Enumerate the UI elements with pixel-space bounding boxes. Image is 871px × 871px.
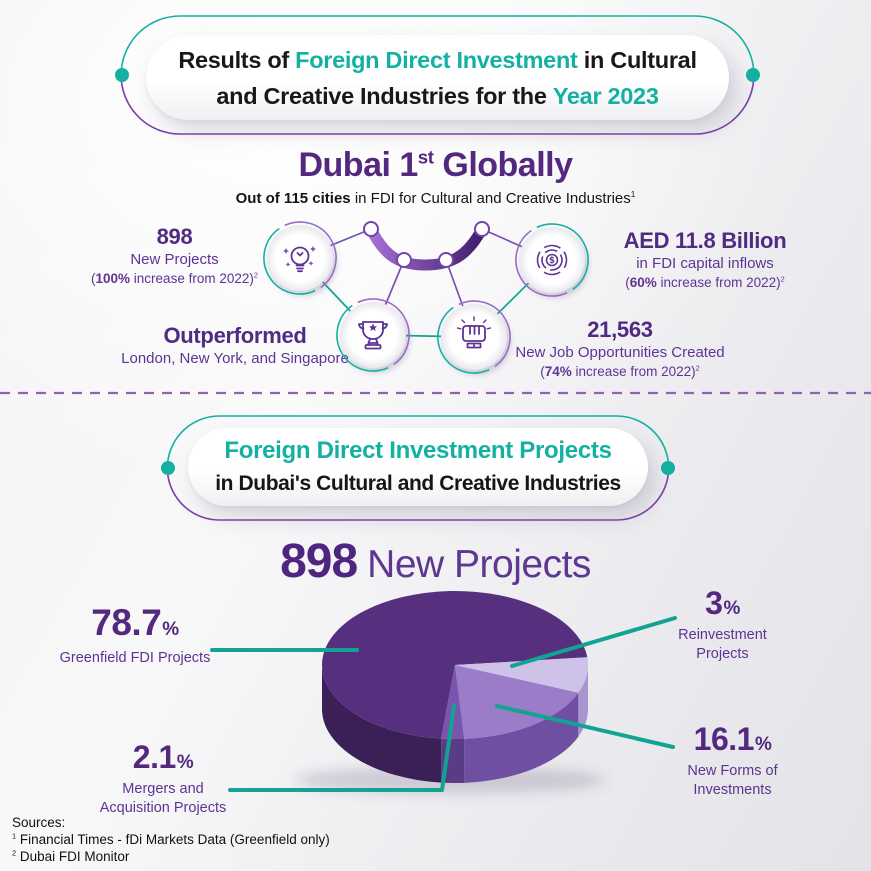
pie-slice: [455, 657, 588, 693]
coin-badge: $: [515, 223, 589, 298]
section2-line-2: in Dubai's Cultural and Creative Industr…: [215, 472, 621, 495]
stat-value: AED 11.8 Billion: [623, 228, 787, 253]
sources-heading: Sources:: [12, 815, 66, 830]
banner-outline-bottom: [166, 472, 670, 521]
pie-label-value: 16.1%: [693, 721, 772, 757]
badge-face: [267, 225, 333, 291]
pie-slice: [321, 591, 588, 739]
badge-face: [340, 302, 406, 368]
banner-outline-bottom: [120, 79, 755, 135]
header-banner-pill: Results of Foreign Direct Investment in …: [146, 35, 729, 120]
banner-dot-right: [746, 68, 760, 82]
stat-label: New Projects: [130, 251, 219, 268]
badge-ring-teal: [263, 227, 316, 295]
pie-label-value: 3%: [705, 585, 740, 621]
stat-note: (60% increase from 2022)2: [625, 274, 785, 290]
pie-label-newforms: 16.1% New Forms of Investments: [645, 722, 820, 800]
source-item: 1 Financial Times - fDi Markets Data (Gr…: [12, 831, 330, 847]
lightbulb-icon: [283, 246, 316, 273]
badge-ring-purple: [515, 229, 568, 297]
fist-badge: [437, 300, 511, 375]
raised-fist-icon: [456, 316, 492, 349]
banner-dot-left: [115, 68, 129, 82]
badge-face: [441, 304, 507, 370]
callout-line-newforms: [495, 704, 675, 749]
pie-label-reinvestment: 3% Reinvestment Projects: [640, 586, 805, 664]
pie-slice: [322, 665, 442, 783]
dollar-sign: $: [549, 256, 555, 266]
badge-ring-teal: [437, 306, 490, 374]
lightbulb-badge: [263, 221, 337, 296]
stat-jobs: 21,563 New Job Opportunities Created (74…: [500, 317, 740, 381]
badge-ring-purple: [284, 221, 337, 289]
section2-banner-outline: [161, 415, 675, 521]
pie-label-caption: Greenfield FDI Projects: [59, 650, 211, 666]
section-divider: [0, 391, 871, 395]
stat-value: 21,563: [587, 317, 653, 342]
pie-label-mergers: 2.1% Mergers and Acquisition Projects: [68, 740, 258, 818]
connector-nodes: [363, 221, 490, 268]
banner-outline-top: [166, 415, 670, 464]
pie-slice: [441, 665, 465, 739]
section2-banner-pill: Foreign Direct Investment Projects in Du…: [188, 428, 648, 506]
header-line-1: Results of Foreign Direct Investment in …: [178, 46, 697, 73]
pie-label-caption: New Forms of Investments: [687, 763, 778, 798]
badge-face: [519, 227, 585, 293]
stat-value: Outperformed: [163, 323, 307, 348]
pie-label-caption: Reinvestment Projects: [678, 627, 767, 662]
pie-label-caption: Mergers and Acquisition Projects: [99, 781, 227, 816]
badge-ring-purple: [357, 298, 410, 366]
stat-label: New Job Opportunities Created: [515, 344, 725, 361]
sources-block: Sources: 1 Financial Times - fDi Markets…: [12, 814, 330, 865]
header-banner-outline: [115, 15, 760, 135]
purple-connectors: [299, 228, 553, 338]
pie-slice: [578, 665, 588, 737]
pie-slice: [455, 665, 579, 739]
section2-banner: Foreign Direct Investment Projects in Du…: [158, 408, 678, 528]
stat-note: (100% increase from 2022)2: [91, 270, 258, 286]
badge-ring-teal: [336, 304, 389, 372]
stat-outperformed: Outperformed London, New York, and Singa…: [110, 323, 360, 369]
stat-value: 898: [156, 224, 193, 249]
chart-heading-label: New Projects: [367, 543, 591, 586]
rank-subtitle: Out of 115 cities in FDI for Cultural an…: [235, 190, 636, 207]
gradient-arc-band: [365, 223, 488, 271]
chart-heading-value: 898: [280, 535, 358, 588]
banner-dot-right: [661, 461, 675, 475]
badge-ring-teal: [536, 223, 589, 291]
pie-label-greenfield: 78.7% Greenfield FDI Projects: [40, 604, 230, 668]
pie-chart-area: [210, 591, 677, 794]
chart-heading: 898 New Projects: [0, 534, 871, 589]
pie-slice: [464, 692, 579, 783]
stat-label: London, New York, and Singapore: [121, 350, 349, 367]
trophy-icon: [358, 321, 388, 350]
pie-label-value: 78.7%: [91, 602, 179, 643]
stat-capital-inflows: AED 11.8 Billion in FDI capital inflows …: [580, 228, 830, 292]
header-line-2: and Creative Industries for the Year 202…: [216, 82, 659, 109]
badge-ring-purple: [458, 300, 511, 368]
callout-line-reinvestment: [510, 616, 677, 668]
banner-outline-top: [120, 15, 755, 71]
header-banner: Results of Foreign Direct Investment in …: [112, 8, 763, 142]
pie-callout-lines: [210, 616, 677, 792]
icon-cluster: $: [263, 221, 589, 375]
rank-title: Dubai 1st Globally: [298, 146, 573, 184]
stat-new-projects: 898 New Projects (100% increase from 202…: [62, 224, 287, 288]
pie-chart: [321, 591, 588, 783]
banner-dot-left: [161, 461, 175, 475]
stat-label: in FDI capital inflows: [636, 255, 774, 272]
source-item: 2 Dubai FDI Monitor: [12, 848, 130, 864]
callout-line-mergers: [228, 704, 456, 792]
section2-line-1: Foreign Direct Investment Projects: [224, 437, 612, 464]
pie-label-value: 2.1%: [132, 739, 194, 775]
stat-note: (74% increase from 2022)2: [540, 363, 700, 379]
trophy-badge: [336, 298, 410, 373]
